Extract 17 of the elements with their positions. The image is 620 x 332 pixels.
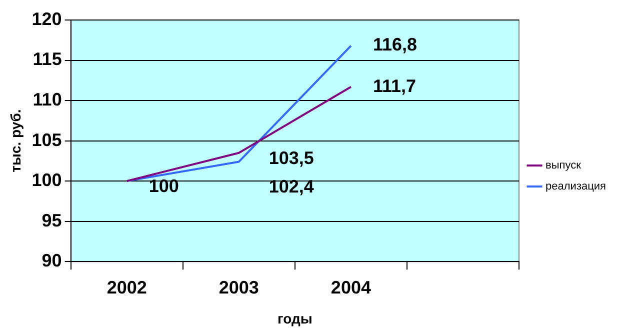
data-label: 111,7: [372, 76, 416, 96]
legend-label: выпуск: [546, 160, 582, 172]
x-tick-label: 2002: [106, 277, 147, 298]
y-tick-label: 105: [32, 130, 62, 150]
y-tick-label: 110: [32, 90, 62, 110]
data-label: 103,5: [268, 148, 314, 168]
y-axis-title: тыс. руб.: [7, 109, 24, 172]
x-tick-label: 2003: [218, 277, 259, 298]
y-tick-label: 115: [32, 49, 62, 70]
y-tick-label: 95: [42, 210, 62, 230]
data-label: 116,8: [372, 34, 418, 55]
y-tick-label: 120: [32, 8, 62, 29]
y-tick-label: 90: [42, 250, 62, 271]
x-axis-title: годы: [277, 310, 312, 326]
x-tick-label: 2004: [330, 277, 371, 298]
y-tick-label: 100: [32, 170, 62, 190]
legend-label: реализация: [546, 180, 606, 193]
